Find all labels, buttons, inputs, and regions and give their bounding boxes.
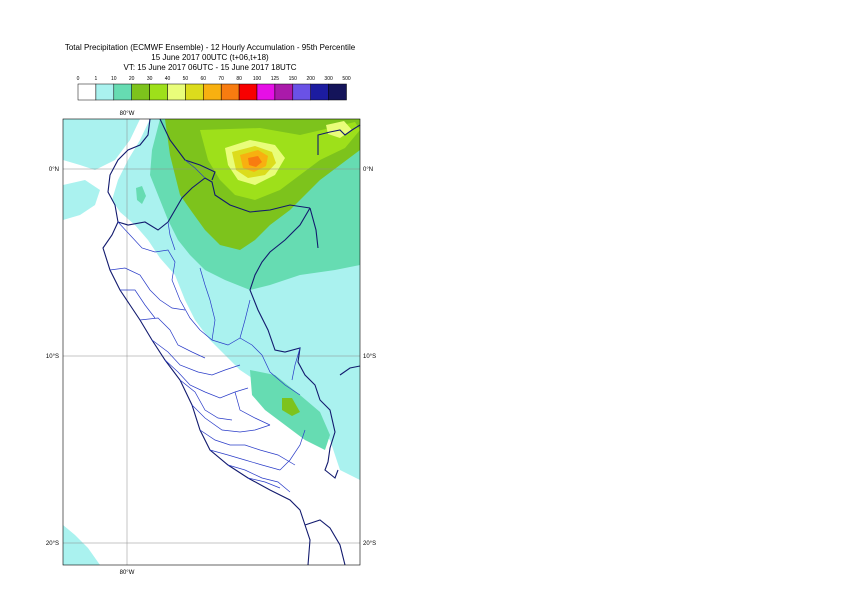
legend-swatch [328, 83, 347, 101]
legend-label: 0 [77, 76, 80, 82]
legend-labels: 0 1 10 20 30 40 50 60 70 80 100 125 150 200 300 500 [77, 76, 351, 82]
legend-label: 10 [111, 76, 117, 82]
lat-label-10S-right: 10°S [363, 354, 376, 360]
precip-1-10-coastal [63, 180, 100, 220]
border-colombia-brazil [309, 207, 319, 249]
border-chile-bolivia [304, 519, 346, 566]
border-ecuador-peru [117, 177, 311, 231]
precip-fields [63, 119, 360, 565]
department-borders [109, 159, 306, 493]
legend-label: 80 [236, 76, 242, 82]
legend-label: 1 [95, 76, 98, 82]
lon-label-top: 80°W [120, 111, 135, 117]
legend-label: 150 [289, 76, 298, 82]
run-time: 15 June 2017 00UTC (t+06,t+18) [151, 53, 269, 62]
legend-swatches [77, 83, 347, 101]
precip-20-30-south [282, 398, 300, 416]
legend-label: 30 [147, 76, 153, 82]
border-bolivia-brazil [339, 365, 361, 376]
legend-label: 60 [201, 76, 207, 82]
lat-label-20S-right: 20°S [363, 541, 376, 547]
legend-label: 125 [271, 76, 280, 82]
precip-40-50-ne [326, 121, 352, 138]
map-frame [62, 118, 361, 566]
precip-1-10-offshore [63, 119, 140, 170]
lat-label-0N: 0°N [49, 167, 59, 173]
legend-label: 200 [307, 76, 316, 82]
legend-label: 500 [342, 76, 351, 82]
graticule [63, 119, 360, 565]
border-colombia-venezuela [317, 124, 361, 155]
legend-label: 70 [218, 76, 224, 82]
lat-label-10S: 10°S [46, 354, 59, 360]
precip-1-10-south [63, 525, 100, 565]
legend-label: 20 [129, 76, 135, 82]
legend-label: 50 [183, 76, 189, 82]
precip-10-20-spot [136, 186, 146, 204]
legend-label: 300 [324, 76, 333, 82]
legend-label: 40 [165, 76, 171, 82]
border-colombia-ecuador [159, 118, 216, 181]
map-title: Total Precipitation (ECMWF Ensemble) - 1… [64, 43, 356, 52]
color-legend: 0 1 10 20 30 40 50 60 70 80 100 125 150 200 300 500 [77, 76, 351, 101]
precip-70-80 [248, 156, 262, 167]
lat-label-20S: 20°S [46, 541, 59, 547]
lon-label-bottom: 80°W [120, 570, 135, 576]
lat-label-0N-right: 0°N [363, 167, 373, 173]
legend-label: 100 [253, 76, 262, 82]
valid-time: VT: 15 June 2017 06UTC - 15 June 2017 18… [123, 63, 297, 72]
axis-labels: 0°N 0°N 10°S 10°S 20°S 20°S 80°W 80°W [46, 111, 376, 576]
